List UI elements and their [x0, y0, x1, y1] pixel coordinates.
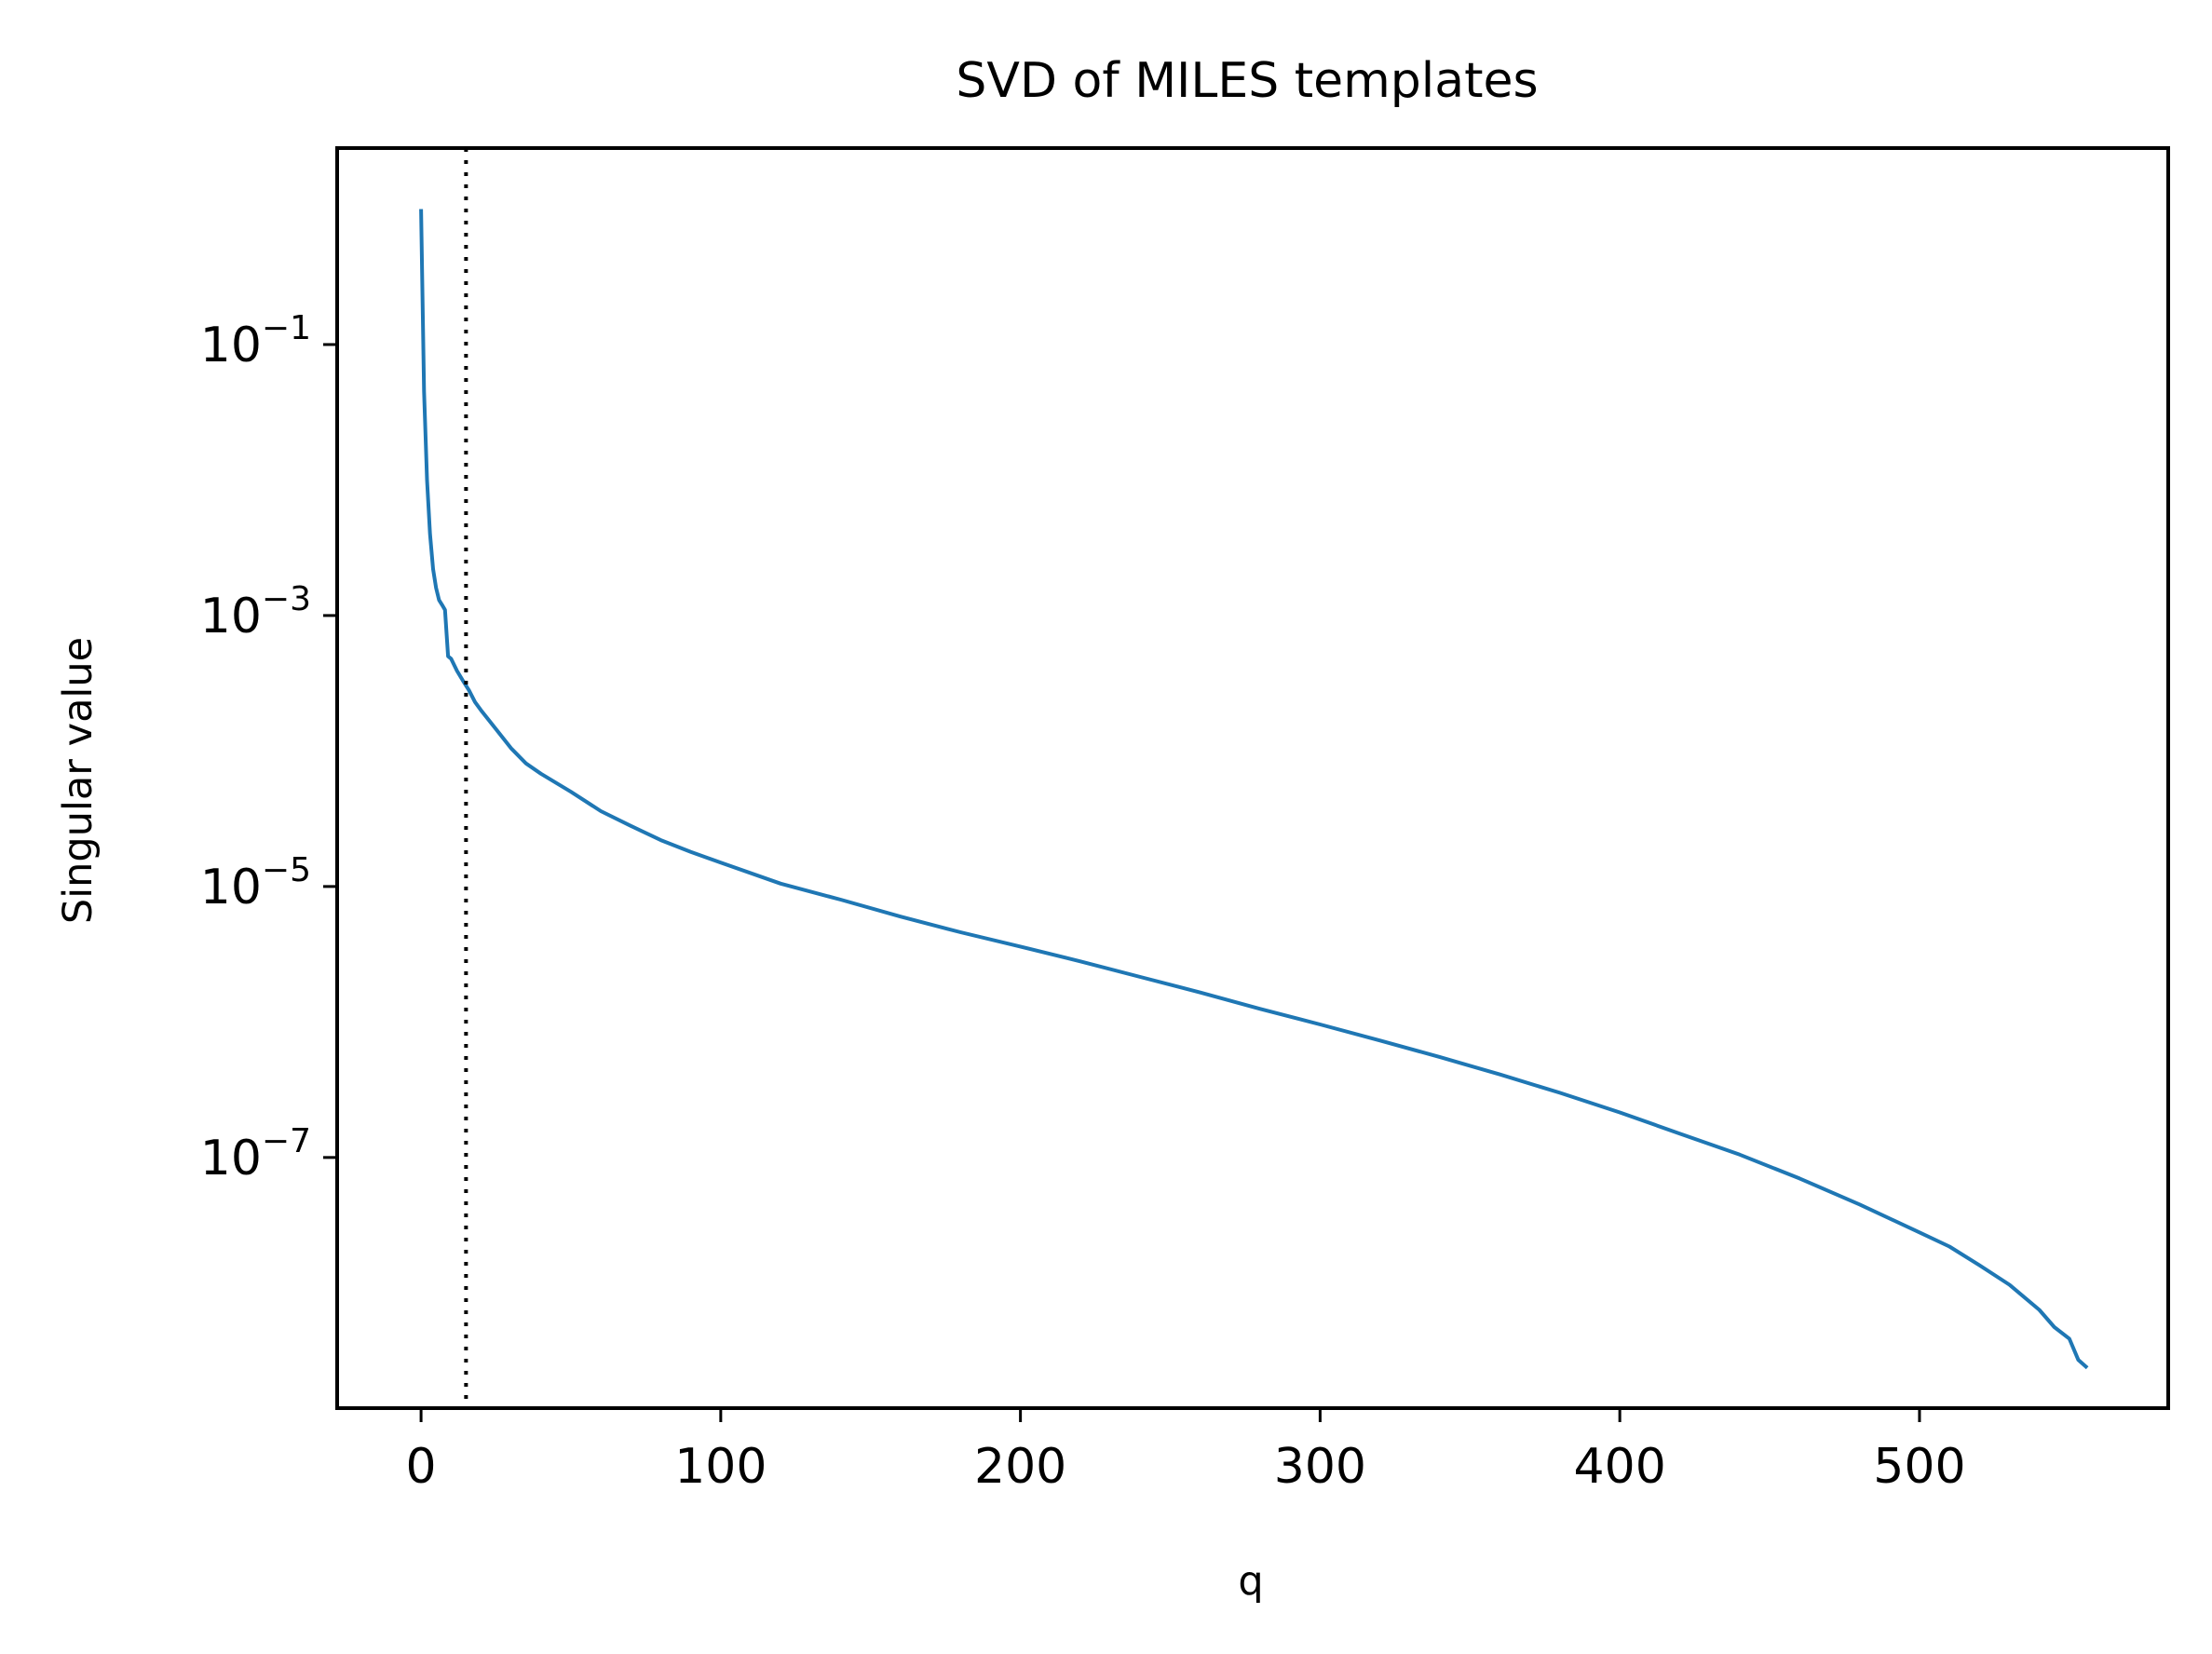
x-tick-label: 300 — [1274, 1439, 1366, 1495]
y-tick-label: 10−7 — [200, 1122, 311, 1186]
x-axis-label: q — [1238, 1558, 1263, 1605]
y-axis: 10−110−310−510−7 — [200, 309, 337, 1186]
y-tick-label: 10−3 — [200, 580, 311, 644]
y-tick-label-base: 10 — [200, 318, 262, 373]
y-tick-label-exponent: −5 — [262, 851, 311, 889]
chart-marks — [419, 148, 2089, 1408]
x-tick-label: 200 — [974, 1439, 1066, 1495]
y-axis-label: Singular value — [55, 637, 102, 924]
x-tick-label: 0 — [406, 1439, 437, 1495]
plot-frame — [335, 146, 2170, 1410]
y-tick-label-exponent: −7 — [262, 1122, 311, 1160]
y-tick-label: 10−1 — [200, 309, 311, 373]
x-axis: 0 100 200 300 400 500 — [406, 1408, 1966, 1495]
plot-area — [337, 148, 2168, 1408]
x-tick-label: 400 — [1574, 1439, 1666, 1495]
plot-background — [337, 148, 2168, 1408]
x-tick-label: 100 — [674, 1439, 767, 1495]
x-tick-label: 500 — [1873, 1439, 1965, 1495]
series-line-0 — [419, 209, 2089, 1370]
y-tick-label-base: 10 — [200, 860, 262, 915]
y-tick-label-base: 10 — [200, 1131, 262, 1186]
y-tick-label-base: 10 — [200, 589, 262, 644]
chart-title: SVD of MILES templates — [956, 53, 1538, 109]
y-tick-label-exponent: −3 — [262, 580, 311, 618]
y-tick-label: 10−5 — [200, 851, 311, 915]
y-tick-label-exponent: −1 — [262, 309, 311, 347]
